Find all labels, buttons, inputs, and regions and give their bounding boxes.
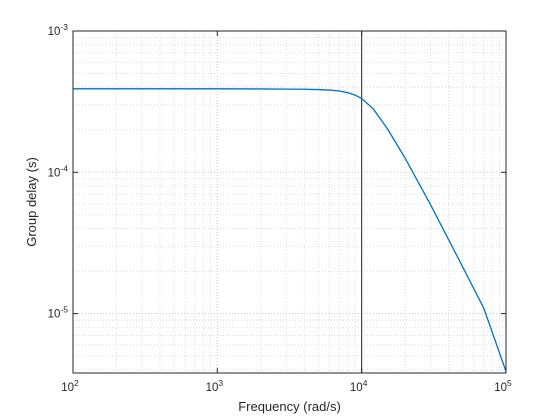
x-axis-label: Frequency (rad/s) bbox=[238, 399, 341, 414]
grid-lines bbox=[72, 31, 506, 373]
y-axis-label: Group delay (s) bbox=[24, 157, 39, 247]
x-tick-labels: 102 103 104 105 bbox=[61, 378, 512, 394]
x-tick-label: 103 bbox=[206, 378, 224, 394]
y-tick-label: 10-5 bbox=[48, 305, 69, 321]
series-group bbox=[73, 88, 507, 372]
x-tick-label: 102 bbox=[61, 378, 79, 394]
x-tick-label: 104 bbox=[350, 378, 368, 394]
y-tick-labels: 10-5 10-4 10-3 bbox=[48, 22, 69, 321]
axes-box bbox=[72, 30, 507, 374]
x-tick-label: 105 bbox=[494, 378, 512, 394]
series-line bbox=[73, 88, 507, 372]
tick-marks bbox=[72, 30, 507, 373]
y-tick-label: 10-4 bbox=[48, 163, 69, 179]
plot-area bbox=[73, 31, 506, 373]
y-tick-label: 10-3 bbox=[48, 22, 69, 38]
